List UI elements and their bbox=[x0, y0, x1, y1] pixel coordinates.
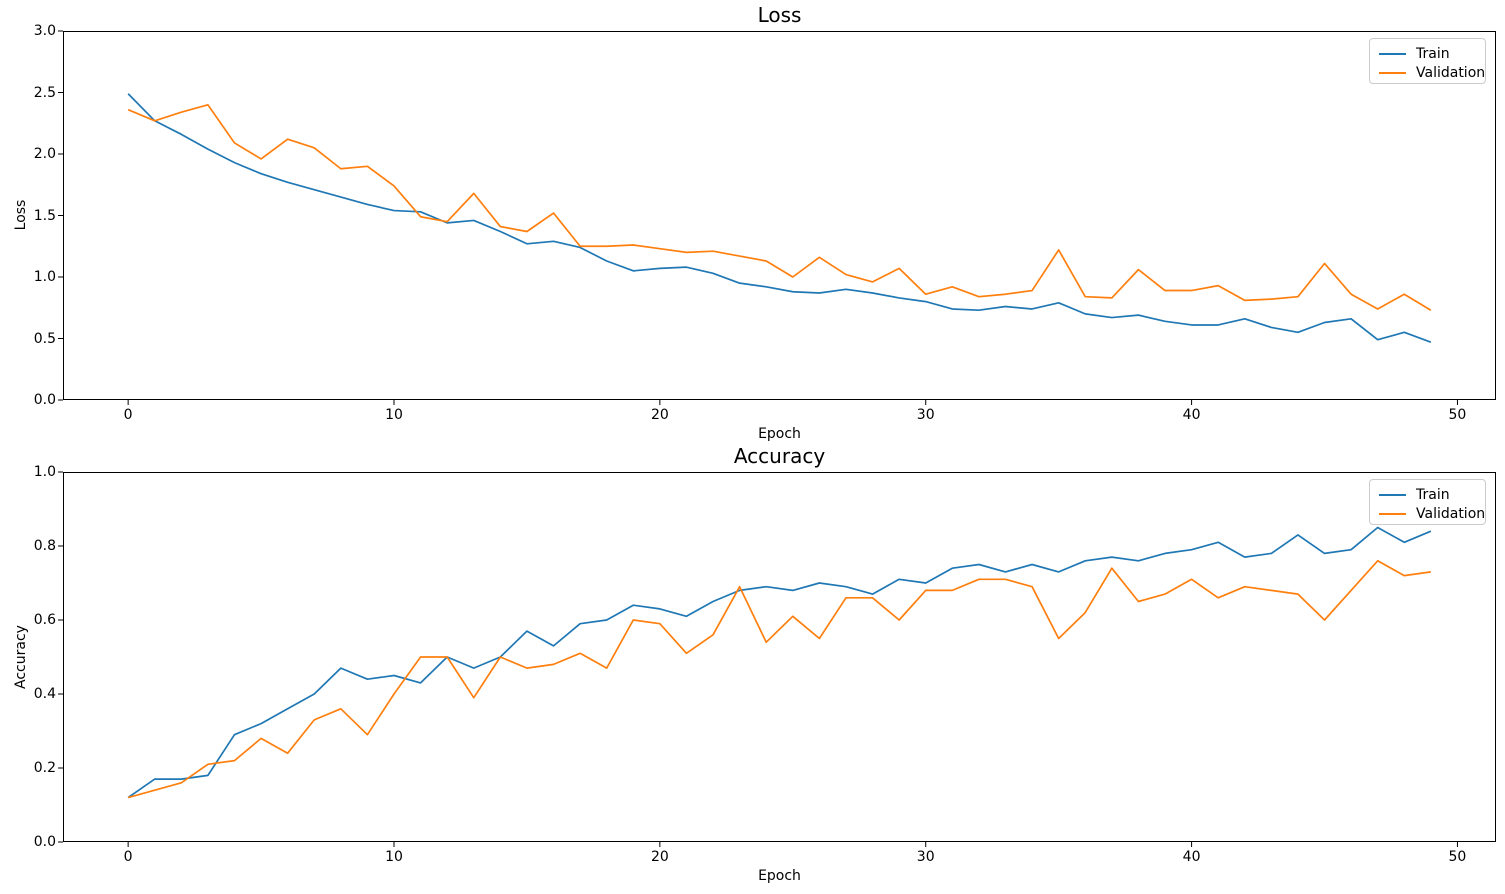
loss-x-axis-label: Epoch bbox=[758, 426, 801, 442]
legend-entry-validation: Validation bbox=[1379, 505, 1485, 523]
y-tick-label: 0.4 bbox=[33, 686, 56, 702]
accuracy-legend: Train Validation bbox=[1369, 479, 1486, 525]
x-tick-label: 10 bbox=[385, 849, 403, 865]
loss-chart-title: Loss bbox=[757, 3, 802, 27]
legend-entry-train: Train bbox=[1379, 486, 1477, 504]
y-tick-label: 1.0 bbox=[33, 464, 56, 480]
y-tick-label: 0.6 bbox=[33, 612, 56, 628]
train-line-loss bbox=[127, 93, 1432, 343]
y-tick-label: 0.2 bbox=[33, 760, 56, 776]
validation-line-loss bbox=[127, 103, 1432, 311]
legend-label-validation: Validation bbox=[1416, 65, 1486, 81]
y-tick-label: 0.5 bbox=[33, 330, 56, 347]
x-tick-label: 10 bbox=[385, 407, 403, 423]
legend-label-train: Train bbox=[1416, 487, 1450, 503]
x-tick-label: 20 bbox=[650, 407, 669, 423]
x-tick-label: 30 bbox=[916, 407, 935, 423]
legend-entry-validation: Validation bbox=[1379, 64, 1485, 82]
legend-entry-train: Train bbox=[1379, 45, 1477, 63]
x-tick-label: 40 bbox=[1182, 407, 1201, 423]
train-line-swatch bbox=[1379, 494, 1406, 496]
y-tick-label: 2.5 bbox=[33, 84, 56, 101]
x-tick-label: 0 bbox=[123, 407, 133, 423]
y-tick-label: 2.0 bbox=[33, 146, 56, 162]
y-tick-label: 3.0 bbox=[33, 23, 56, 39]
y-tick-label: 1.5 bbox=[33, 207, 56, 224]
loss-legend: Train Validation bbox=[1369, 38, 1486, 84]
x-tick-label: 50 bbox=[1448, 849, 1467, 865]
train-line-accuracy bbox=[127, 526, 1432, 799]
x-tick-label: 50 bbox=[1448, 407, 1467, 423]
accuracy-chart-title: Accuracy bbox=[733, 444, 826, 468]
legend-label-train: Train bbox=[1416, 46, 1450, 62]
x-tick-label: 20 bbox=[650, 849, 669, 865]
legend-label-validation: Validation bbox=[1416, 506, 1486, 522]
x-tick-label: 30 bbox=[916, 849, 935, 865]
accuracy-plot-area bbox=[58, 471, 1496, 847]
validation-line-accuracy bbox=[127, 559, 1431, 799]
y-tick-label: 1.0 bbox=[33, 269, 56, 285]
x-tick-label: 0 bbox=[123, 849, 133, 865]
y-tick-label: 0.0 bbox=[33, 834, 56, 850]
validation-line-swatch bbox=[1379, 513, 1406, 515]
y-tick-label: 0.8 bbox=[33, 538, 56, 554]
x-tick-label: 40 bbox=[1182, 849, 1201, 865]
accuracy-x-axis-label: Epoch bbox=[758, 868, 801, 884]
accuracy-y-axis-label: Accuracy bbox=[13, 625, 29, 689]
y-tick-label: 0.0 bbox=[33, 392, 56, 408]
validation-line-swatch bbox=[1379, 72, 1406, 74]
train-line-swatch bbox=[1379, 53, 1406, 55]
loss-plot-area bbox=[58, 30, 1496, 405]
